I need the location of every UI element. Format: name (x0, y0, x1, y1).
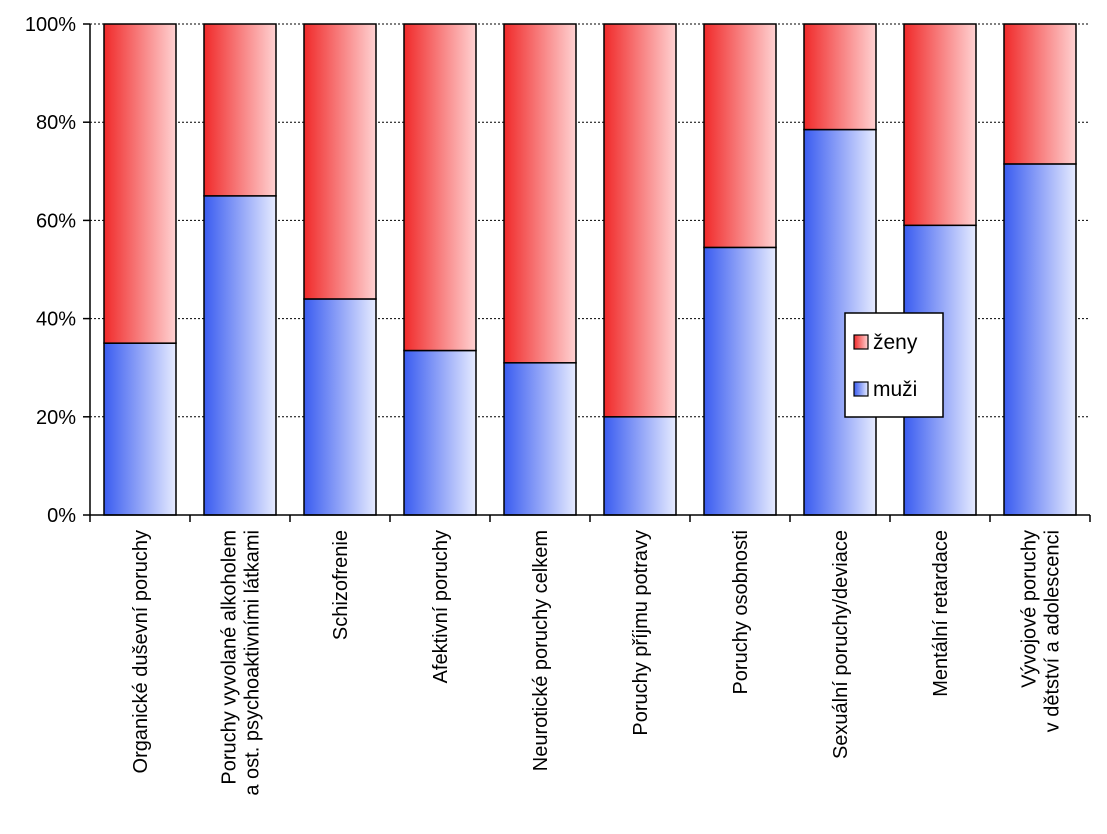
y-tick-labels: 0% 20% 40% 60% 80% 100% (25, 14, 76, 527)
bar-zeny-4 (503, 23, 577, 364)
y-tick-label: 80% (36, 112, 76, 134)
x-category-label: Poruchy osobnosti (730, 530, 752, 695)
x-category-label: Poruchy příjmu potravy (630, 530, 652, 736)
x-category-label: Afektivní poruchy (430, 530, 452, 683)
y-tick-label: 20% (36, 407, 76, 429)
bar-muzi-0 (103, 342, 177, 516)
bar-zeny-6 (703, 23, 777, 249)
bar-muzi-2 (303, 298, 377, 516)
x-category-label: Vývojové poruchy (1019, 530, 1041, 688)
legend: ženy muži (844, 312, 944, 418)
bar-zeny-1 (203, 23, 277, 197)
legend-label-zeny: ženy (873, 331, 918, 354)
bar-zeny-5 (603, 23, 677, 418)
bars (103, 23, 1077, 516)
bar-zeny-7 (803, 23, 877, 131)
bar-zeny-2 (303, 23, 377, 300)
bar-muzi-1 (203, 195, 277, 516)
legend-swatch-muzi (853, 381, 869, 397)
x-category-label: Neurotické poruchy celkem (530, 530, 552, 771)
x-category-labels: Organické duševní poruchy Poruchy vyvolan… (130, 530, 1064, 796)
bar-zeny-8 (903, 23, 977, 227)
bar-zeny-3 (403, 23, 477, 352)
x-category-label: a ost. psychoaktivními látkami (242, 530, 264, 796)
bar-zeny-9 (1003, 23, 1077, 165)
legend-box (844, 312, 944, 418)
bar-zeny-0 (103, 23, 177, 344)
bar-muzi-3 (403, 349, 477, 516)
bar-muzi-9 (1003, 163, 1077, 516)
y-tick-label: 100% (25, 14, 76, 36)
y-tick-label: 0% (47, 505, 76, 527)
legend-swatch-zeny (853, 334, 869, 350)
bar-muzi-4 (503, 362, 577, 516)
bar-muzi-5 (603, 416, 677, 516)
x-category-label: Organické duševní poruchy (130, 530, 152, 773)
axes (83, 23, 1091, 522)
x-category-label: Mentální retardace (930, 530, 952, 697)
x-category-label: Sexuální poruchy/deviace (830, 530, 852, 759)
bar-muzi-6 (703, 246, 777, 516)
y-tick-label: 60% (36, 210, 76, 232)
y-tick-label: 40% (36, 309, 76, 331)
x-category-label: Schizofrenie (330, 530, 352, 640)
legend-label-muzi: muži (873, 378, 917, 401)
x-category-label: Poruchy vyvolané alkoholem (219, 530, 241, 785)
x-category-label: v dětství a adolescenci (1042, 530, 1064, 732)
